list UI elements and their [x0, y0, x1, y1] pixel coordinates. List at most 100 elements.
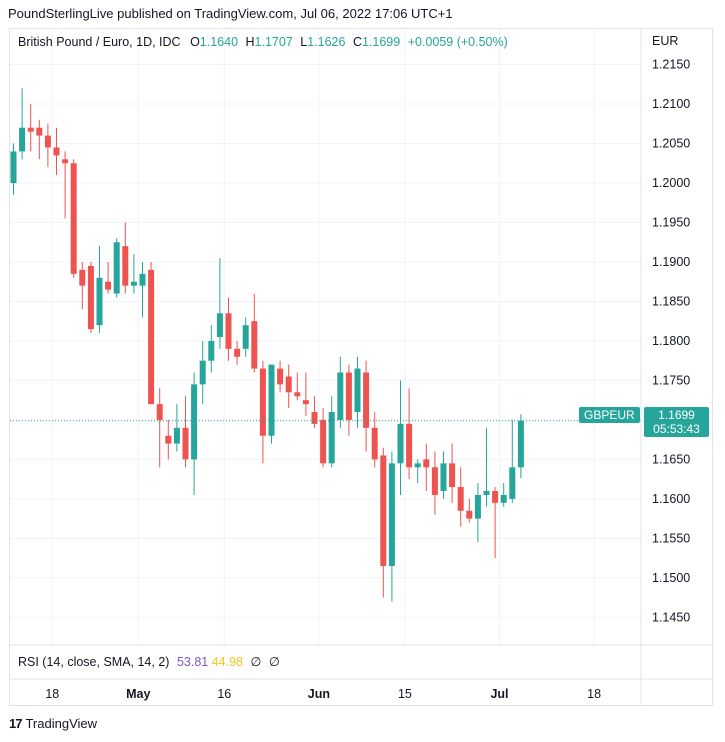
candle [148, 261, 155, 405]
candle [216, 258, 223, 349]
rsi-sma-value: 44.98 [211, 655, 243, 669]
candle [388, 451, 395, 602]
y-tick-label: 1.1950 [652, 215, 690, 229]
low-value: 1.1626 [307, 35, 346, 49]
candle-body [320, 419, 327, 464]
candle [234, 340, 241, 365]
candle [397, 380, 404, 495]
candle [302, 372, 309, 416]
tradingview-footer[interactable]: 17 TradingView [9, 716, 97, 731]
candle-body [449, 463, 456, 488]
candle-body [113, 242, 120, 294]
rsi-empty-symbol-2: ∅ [268, 655, 280, 669]
x-tick-label: 18 [45, 687, 59, 701]
candle-body [466, 510, 473, 519]
y-tick-label: 1.1800 [652, 334, 690, 348]
candle-body [423, 459, 430, 468]
candle [337, 356, 344, 428]
candle [380, 447, 387, 598]
candle-body [251, 321, 258, 369]
candle-body [173, 427, 180, 444]
candle-body [44, 135, 51, 148]
y-tick-label: 1.1450 [652, 610, 690, 624]
y-tick-label: 1.1550 [652, 531, 690, 545]
candle [191, 372, 198, 495]
candle [87, 261, 94, 334]
candle [414, 459, 421, 484]
candle [483, 427, 490, 507]
candle-body [431, 467, 438, 495]
change-value: +0.0059 (+0.50%) [407, 35, 508, 49]
grid-lines [10, 29, 641, 645]
y-tick-label: 1.2100 [652, 97, 690, 111]
chart-frame [9, 28, 713, 706]
candle [182, 396, 189, 468]
candle [440, 451, 447, 499]
candle [70, 159, 77, 278]
candle [139, 261, 146, 318]
y-tick-label: 1.1850 [652, 294, 690, 308]
candle [19, 88, 26, 160]
candle-body [156, 404, 163, 420]
candle [36, 119, 43, 160]
candle [62, 151, 69, 219]
brand-name: TradingView [25, 716, 98, 731]
candle [466, 498, 473, 523]
low-label: L [300, 35, 308, 49]
candle [27, 104, 34, 152]
open-value: 1.1640 [199, 35, 239, 49]
candle [225, 297, 232, 361]
candle [294, 372, 301, 401]
candle [10, 143, 17, 195]
rsi-legend: RSI (14, close, SMA, 14, 2) 53.81 44.98 … [18, 654, 280, 669]
symbol-title[interactable]: British Pound / Euro, 1D, IDC [18, 35, 181, 49]
candle-body [10, 151, 17, 183]
candle [156, 388, 163, 468]
candle [345, 364, 352, 436]
rsi-label[interactable]: RSI (14, close, SMA, 14, 2) [18, 655, 170, 669]
candle-body [509, 467, 516, 499]
candle-body [225, 313, 232, 349]
candle [208, 325, 215, 373]
bar-countdown: 05:53:43 [653, 422, 700, 436]
candle [457, 467, 464, 527]
last-price-tag: 1.1699 05:53:43 [644, 407, 709, 437]
candle-body [328, 412, 335, 464]
candle [277, 360, 284, 393]
candle-body [87, 265, 94, 330]
candle-body [294, 392, 301, 397]
candle-body [492, 491, 499, 503]
candle-body [406, 423, 413, 468]
candle-body [182, 427, 189, 460]
y-tick-label: 1.1500 [652, 571, 690, 585]
candle [509, 419, 516, 503]
candle-body [414, 463, 421, 468]
candle [44, 123, 51, 168]
open-label: O [190, 35, 200, 49]
candle [474, 483, 481, 543]
candle [492, 487, 499, 559]
y-tick-label: 1.1900 [652, 255, 690, 269]
publisher-line: PoundSterlingLive published on TradingVi… [8, 6, 453, 21]
close-label: C [352, 35, 362, 49]
candle [363, 360, 370, 452]
candle [517, 414, 524, 479]
candle-body [285, 376, 292, 393]
candle-body [363, 372, 370, 428]
candle-body [500, 494, 507, 503]
candle-body [345, 372, 352, 420]
candle [371, 412, 378, 468]
candle [173, 404, 180, 452]
candle-body [371, 427, 378, 460]
high-label: H [245, 35, 255, 49]
x-tick-label: Jul [490, 687, 508, 701]
candle-body [62, 159, 69, 164]
candle [431, 451, 438, 515]
candle-body [191, 384, 198, 460]
candle-body [302, 400, 309, 405]
price-axis: 1.2150 1.2100 1.2050 1.2000 1.1950 1.1900 1.18… [652, 58, 690, 625]
candle [354, 356, 361, 428]
candle-body [474, 494, 481, 519]
time-axis: 18 May 16 Jun 15 Jul 18 [45, 687, 601, 701]
